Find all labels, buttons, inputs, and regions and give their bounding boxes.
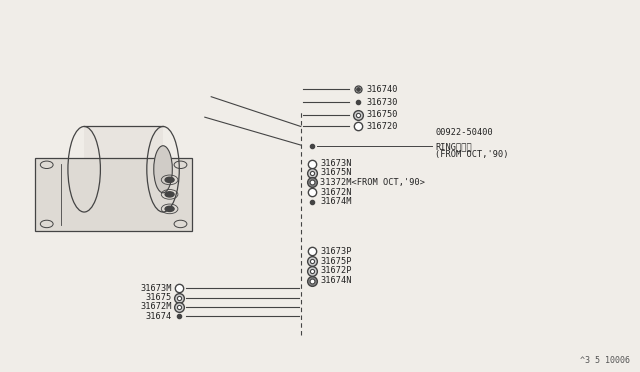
Text: 31674M: 31674M	[320, 197, 351, 206]
Circle shape	[165, 206, 174, 211]
Ellipse shape	[154, 146, 172, 193]
Circle shape	[165, 192, 174, 197]
Text: 316720: 316720	[366, 122, 397, 131]
Text: RINGリング: RINGリング	[435, 142, 472, 151]
Text: 316730: 316730	[366, 98, 397, 107]
Text: 31672N: 31672N	[320, 188, 351, 197]
Text: 31674N: 31674N	[320, 276, 351, 285]
Text: 31673P: 31673P	[320, 247, 351, 256]
Text: 31675: 31675	[145, 293, 172, 302]
Text: 31672P: 31672P	[320, 266, 351, 275]
Text: 31372M<FROM OCT,'90>: 31372M<FROM OCT,'90>	[320, 178, 425, 187]
Circle shape	[165, 177, 174, 183]
Bar	[84, 126, 163, 212]
Text: 31674: 31674	[145, 312, 172, 321]
Text: ^3 5 10006: ^3 5 10006	[580, 356, 630, 365]
Text: 316740: 316740	[366, 85, 397, 94]
Text: 316750: 316750	[366, 110, 397, 119]
Text: (FROM OCT,'90): (FROM OCT,'90)	[435, 150, 509, 158]
Text: 31672M: 31672M	[140, 302, 172, 311]
Text: 31675N: 31675N	[320, 169, 351, 177]
Text: 31675P: 31675P	[320, 257, 351, 266]
Bar	[35, 158, 192, 231]
Text: 31673N: 31673N	[320, 159, 351, 168]
Text: 31673M: 31673M	[140, 284, 172, 293]
Text: 00922-50400: 00922-50400	[435, 128, 493, 137]
